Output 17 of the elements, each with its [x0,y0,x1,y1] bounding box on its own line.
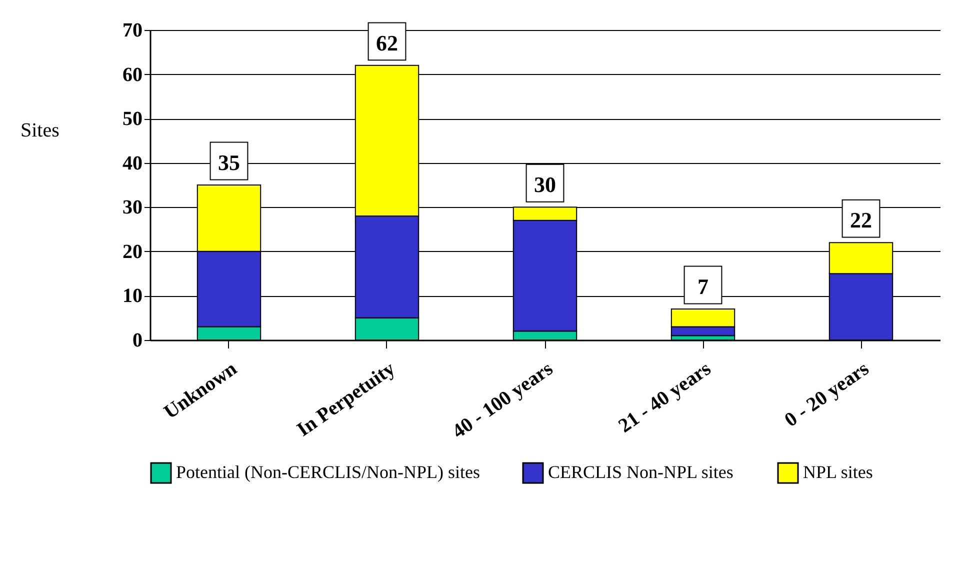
y-tick-label: 0 [132,330,142,352]
y-tick-label: 70 [122,20,142,42]
y-tick-label: 40 [122,152,142,174]
total-label: 7 [698,274,708,299]
y-tick-label: 10 [122,285,142,308]
y-tick-label: 20 [122,240,142,263]
legend-label: NPL sites [803,462,873,482]
y-tick-label: 30 [122,196,142,219]
total-label: 62 [376,30,398,56]
total-label: 30 [534,172,556,198]
y-tick-label: 50 [122,108,142,130]
legend-label: CERCLIS Non-NPL sites [548,462,734,482]
y-tick-label: 60 [122,64,142,86]
legend-label: Potential (Non-CERCLIS/Non-NPL) sites [176,462,480,482]
total-label: 35 [218,150,240,175]
total-label: 22 [850,208,872,233]
y-axis-title: Sites [20,120,60,142]
